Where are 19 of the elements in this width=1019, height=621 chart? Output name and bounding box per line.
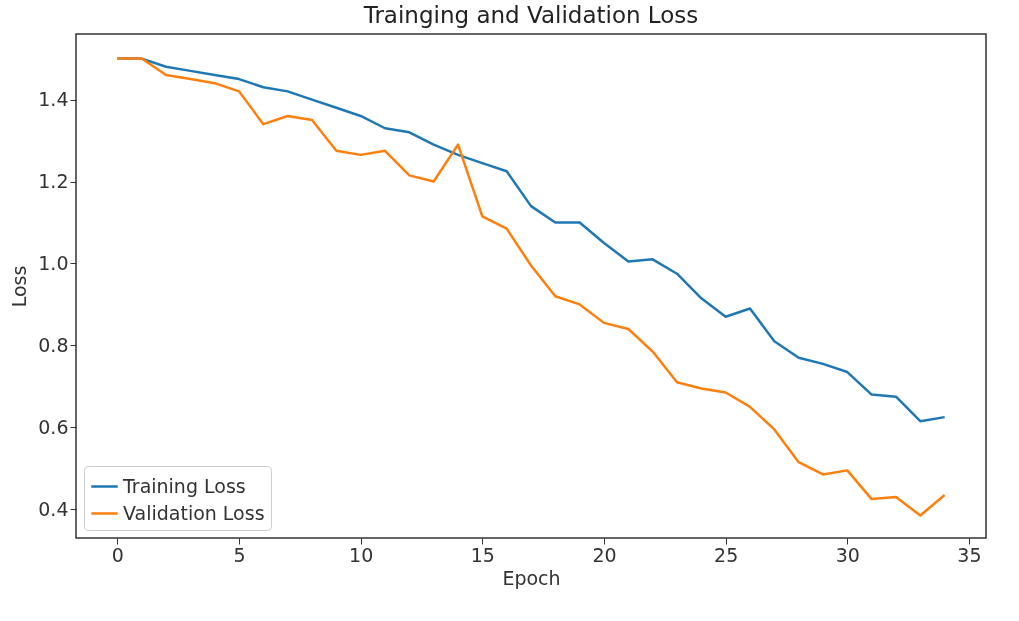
y-tick-label: 1.0 xyxy=(38,251,69,274)
x-tick-label: 25 xyxy=(714,543,739,566)
x-tick-label: 10 xyxy=(349,543,374,566)
chart-title: Trainging and Validation Loss xyxy=(362,2,699,28)
y-tick-label: 1.4 xyxy=(38,88,69,111)
legend-label: Validation Loss xyxy=(123,501,265,524)
y-tick-label: 0.8 xyxy=(38,333,69,356)
x-tick-label: 30 xyxy=(835,543,860,566)
y-axis-title: Loss xyxy=(8,265,31,308)
y-tick-label: 1.2 xyxy=(38,170,69,193)
y-tick-label: 0.6 xyxy=(38,415,69,438)
x-tick-label: 20 xyxy=(592,543,617,566)
x-tick-label: 5 xyxy=(233,543,246,566)
x-tick-label: 35 xyxy=(957,543,982,566)
y-tick-label: 0.4 xyxy=(38,497,69,520)
legend-label: Training Loss xyxy=(122,474,246,497)
x-axis-title: Epoch xyxy=(502,566,561,589)
x-tick-label: 0 xyxy=(111,543,124,566)
x-tick-label: 15 xyxy=(470,543,495,566)
